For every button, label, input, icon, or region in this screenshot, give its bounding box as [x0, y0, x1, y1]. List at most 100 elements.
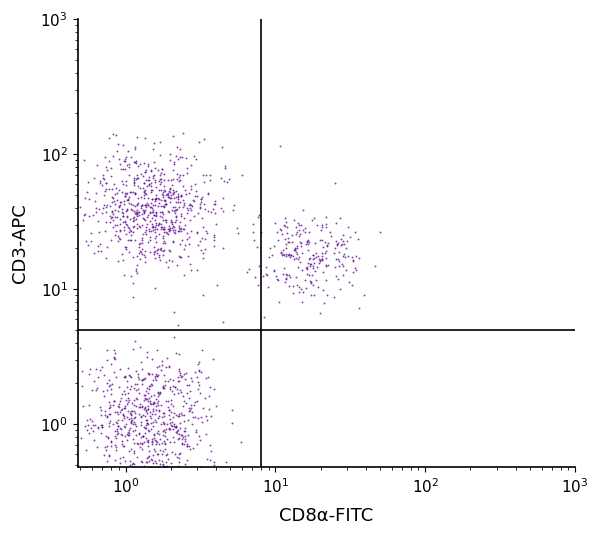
Point	[98, 362, 107, 371]
Point	[124, 446, 134, 455]
Point	[107, 379, 117, 388]
Point	[182, 163, 191, 172]
Point	[109, 197, 118, 205]
Point	[134, 410, 144, 418]
Point	[143, 201, 152, 210]
Point	[156, 220, 166, 229]
Point	[212, 281, 222, 289]
Point	[174, 410, 184, 419]
Point	[203, 190, 213, 199]
Point	[350, 264, 360, 272]
Point	[102, 412, 112, 421]
Point	[288, 252, 298, 260]
Point	[136, 193, 145, 202]
Point	[275, 225, 285, 234]
Point	[110, 354, 120, 363]
Point	[85, 370, 94, 378]
Point	[284, 234, 293, 243]
Point	[86, 228, 95, 237]
Point	[173, 426, 183, 435]
Point	[125, 248, 134, 256]
Point	[309, 254, 319, 262]
Point	[182, 369, 191, 377]
Point	[107, 213, 117, 221]
Point	[129, 447, 139, 456]
Point	[168, 237, 178, 246]
Point	[172, 261, 182, 270]
Point	[276, 226, 286, 234]
Point	[317, 251, 326, 260]
Point	[316, 309, 325, 317]
Point	[146, 209, 155, 218]
Point	[295, 220, 304, 229]
Point	[301, 275, 310, 284]
Point	[178, 153, 187, 162]
Point	[316, 236, 325, 244]
Point	[158, 413, 167, 421]
Point	[139, 396, 149, 404]
Point	[190, 192, 199, 200]
Point	[308, 264, 318, 272]
Point	[221, 458, 230, 466]
Point	[233, 229, 243, 237]
Point	[224, 175, 233, 183]
Point	[181, 435, 190, 443]
Point	[348, 268, 358, 277]
Point	[88, 477, 97, 485]
Point	[138, 432, 148, 441]
Point	[179, 271, 189, 279]
Point	[151, 200, 160, 209]
Point	[322, 241, 332, 250]
Point	[129, 174, 139, 182]
Point	[178, 482, 187, 491]
Point	[177, 430, 187, 439]
Point	[119, 412, 129, 420]
Point	[119, 442, 129, 450]
Point	[165, 224, 175, 232]
Point	[174, 349, 184, 358]
Point	[136, 170, 146, 178]
Point	[209, 199, 219, 208]
Point	[152, 471, 162, 480]
Point	[126, 495, 136, 504]
Point	[137, 403, 147, 411]
Point	[141, 407, 151, 415]
Point	[131, 157, 141, 165]
Point	[158, 232, 168, 241]
Point	[290, 244, 300, 253]
Point	[154, 185, 164, 194]
Point	[170, 226, 180, 234]
Point	[126, 411, 136, 419]
Point	[126, 272, 136, 280]
Point	[157, 243, 166, 252]
Point	[179, 440, 188, 448]
Point	[143, 442, 152, 450]
Point	[140, 189, 149, 197]
Point	[116, 423, 125, 432]
Point	[131, 431, 141, 440]
Point	[281, 274, 291, 283]
Point	[113, 410, 122, 419]
Point	[148, 381, 157, 390]
Point	[161, 218, 171, 227]
Point	[92, 189, 101, 197]
Point	[136, 255, 145, 263]
Point	[119, 226, 129, 235]
Point	[187, 200, 196, 209]
Point	[166, 190, 176, 199]
Point	[313, 283, 323, 292]
Point	[284, 282, 293, 291]
Point	[112, 429, 122, 438]
Point	[124, 228, 134, 236]
Point	[148, 437, 157, 446]
Point	[175, 239, 185, 248]
Point	[102, 356, 112, 364]
Point	[304, 227, 314, 236]
Point	[130, 189, 139, 198]
Point	[220, 162, 230, 170]
Point	[143, 426, 153, 435]
Point	[170, 450, 179, 459]
Point	[140, 412, 150, 420]
Point	[196, 368, 205, 376]
Point	[161, 397, 170, 406]
